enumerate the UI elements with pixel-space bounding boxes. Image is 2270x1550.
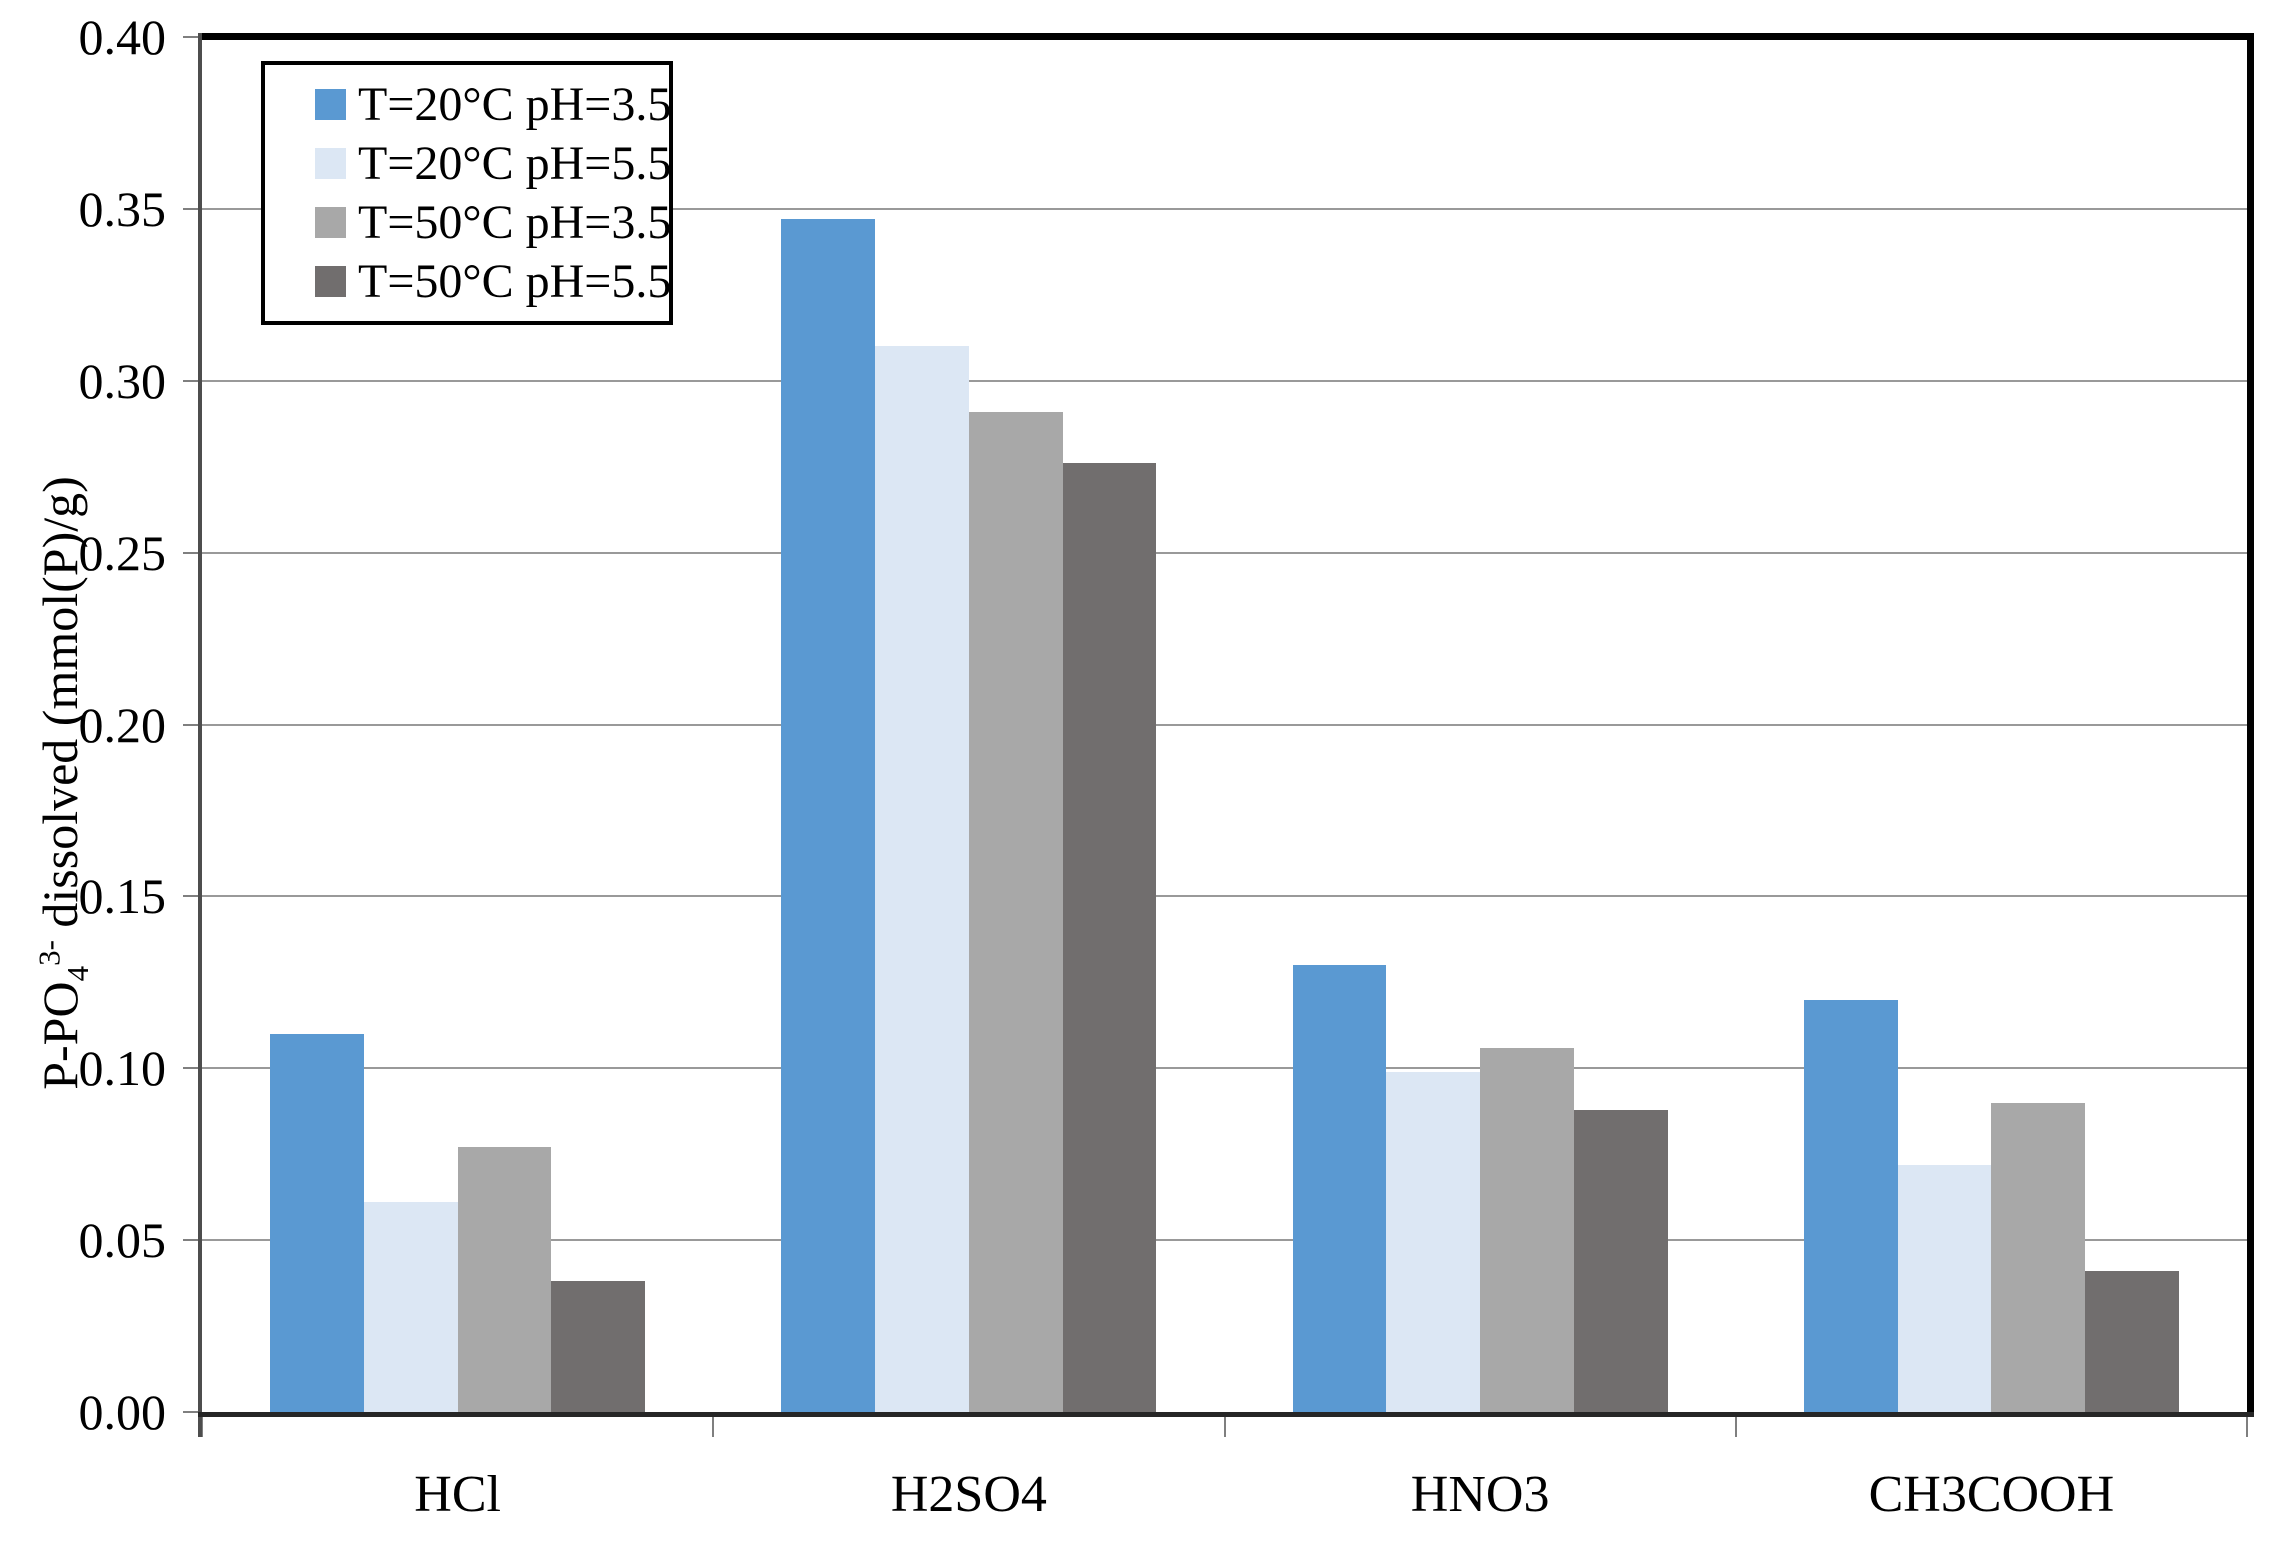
y-tick xyxy=(183,1239,202,1242)
x-category-label: H2SO4 xyxy=(890,1466,1047,1523)
y-tick xyxy=(183,1411,202,1413)
bar-ch3cooh-series3 xyxy=(1991,1102,2086,1412)
y-tick-label: 0.10 xyxy=(78,1040,167,1097)
gridline xyxy=(202,379,2247,382)
bar-ch3cooh-series1 xyxy=(1803,999,1898,1412)
bar-h2so4-series2 xyxy=(875,346,969,1412)
x-tick xyxy=(1734,1413,1737,1437)
plot-border-top xyxy=(198,33,2254,40)
legend-item: T=50°C pH=3.5 xyxy=(315,198,671,247)
y-tick xyxy=(183,895,202,898)
bar-hno3-series2 xyxy=(1386,1071,1481,1412)
legend-label: T=50°C pH=3.5 xyxy=(358,195,672,249)
y-tick xyxy=(183,723,202,726)
x-axis-line xyxy=(198,1412,2254,1417)
x-tick xyxy=(1223,1413,1226,1437)
bar-hcl-series3 xyxy=(457,1147,552,1412)
y-axis-line xyxy=(198,33,202,1437)
x-category-label: CH3COOH xyxy=(1868,1466,2115,1523)
bar-hcl-series4 xyxy=(551,1281,646,1412)
y-tick-label: 0.40 xyxy=(78,9,167,65)
y-tick-label: 0.05 xyxy=(78,1212,167,1269)
y-axis-title-superscript: 3- xyxy=(31,940,67,966)
y-tick xyxy=(183,36,202,38)
bar-hcl-series2 xyxy=(363,1202,458,1412)
x-category-label: HCl xyxy=(414,1466,501,1523)
y-tick-label: 0.25 xyxy=(78,524,167,581)
gridline xyxy=(202,1067,2247,1070)
legend-item: T=50°C pH=5.5 xyxy=(315,257,671,306)
legend-label: T=20°C pH=5.5 xyxy=(358,136,672,190)
bar-hno3-series3 xyxy=(1480,1047,1574,1412)
y-tick xyxy=(183,551,202,554)
x-tick xyxy=(712,1413,715,1437)
y-tick xyxy=(183,379,202,382)
plot-border-right xyxy=(2247,33,2254,1417)
bar-h2so4-series1 xyxy=(781,219,876,1412)
bar-ch3cooh-series2 xyxy=(1897,1164,1992,1412)
legend-swatch-series2 xyxy=(315,148,346,179)
gridline xyxy=(202,551,2247,554)
legend-label: T=50°C pH=5.5 xyxy=(358,254,672,308)
gridline xyxy=(202,895,2247,898)
y-axis-title-subscript: 4 xyxy=(60,965,95,982)
x-tick xyxy=(2246,1413,2248,1437)
y-tick-label: 0.00 xyxy=(78,1384,167,1440)
legend-swatch-series3 xyxy=(315,207,346,238)
y-tick-label: 0.30 xyxy=(78,352,167,409)
legend-item: T=20°C pH=5.5 xyxy=(315,139,671,188)
legend-swatch-series4 xyxy=(315,266,346,297)
bar-ch3cooh-series4 xyxy=(2085,1271,2179,1412)
legend: T=20°C pH=3.5 T=20°C pH=5.5 T=50°C pH=3.5 T… xyxy=(261,61,673,325)
x-category-label: HNO3 xyxy=(1410,1466,1550,1523)
bar-h2so4-series4 xyxy=(1062,463,1157,1412)
y-tick-label: 0.35 xyxy=(78,180,167,237)
bar-h2so4-series3 xyxy=(968,411,1063,1412)
gridline xyxy=(202,1239,2247,1242)
bar-hno3-series1 xyxy=(1292,965,1387,1412)
gridline xyxy=(202,207,2247,210)
x-tick xyxy=(201,1413,203,1437)
legend-label: T=20°C pH=3.5 xyxy=(358,77,672,131)
y-tick xyxy=(183,207,202,210)
legend-item: T=20°C pH=3.5 xyxy=(315,80,671,129)
y-tick-label: 0.15 xyxy=(78,868,167,925)
y-tick xyxy=(183,1067,202,1070)
bar-hcl-series1 xyxy=(270,1033,364,1412)
y-tick-label: 0.20 xyxy=(78,696,167,753)
bar-hno3-series4 xyxy=(1573,1109,1668,1412)
gridline xyxy=(202,723,2247,726)
legend-swatch-series1 xyxy=(315,89,346,120)
